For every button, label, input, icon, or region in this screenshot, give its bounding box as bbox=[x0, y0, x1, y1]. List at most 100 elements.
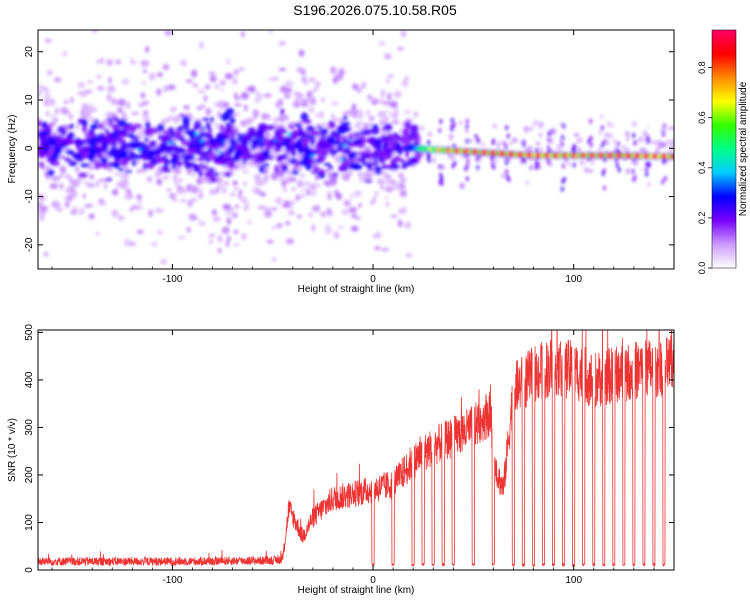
spectrogram-blob bbox=[535, 141, 541, 146]
spectrogram-blob bbox=[661, 131, 665, 137]
spectrogram-blob bbox=[359, 177, 364, 183]
spectrogram-blob bbox=[495, 159, 498, 164]
spectrogram-blob bbox=[357, 171, 363, 178]
spectrogram-blob bbox=[53, 159, 60, 167]
spectrogram-blob bbox=[273, 138, 278, 143]
spectrogram-blob bbox=[323, 141, 331, 150]
spectrogram-blob bbox=[157, 229, 163, 236]
spectrogram-blob bbox=[271, 226, 277, 230]
spectrogram-blob bbox=[604, 132, 610, 138]
spectrogram-blob bbox=[170, 106, 177, 112]
spectrogram-blob bbox=[440, 164, 444, 170]
spectrogram-blob bbox=[221, 140, 226, 145]
spectrogram-blob bbox=[409, 124, 419, 133]
spectrogram-blob bbox=[117, 107, 124, 114]
spectrogram-blob bbox=[121, 111, 127, 117]
spectrogram-blob bbox=[602, 139, 606, 145]
spectrogram-blob bbox=[398, 129, 403, 133]
spectrogram-blob bbox=[535, 147, 539, 153]
spectrogram-blob bbox=[546, 144, 550, 150]
spectrogram-blob bbox=[339, 157, 344, 162]
spectrogram-blob bbox=[68, 160, 78, 167]
spectrogram-blob bbox=[156, 88, 162, 96]
spectrogram-blob bbox=[209, 176, 218, 183]
spectrogram-blob bbox=[427, 153, 431, 159]
spectrogram-blob bbox=[215, 122, 220, 130]
spectrogram-blob bbox=[368, 136, 376, 145]
spectrogram-blob bbox=[310, 97, 317, 106]
spectrogram-blob bbox=[358, 203, 362, 208]
spectrogram-blob bbox=[217, 248, 222, 254]
spectrogram-blob bbox=[130, 136, 137, 140]
spectrogram-blob bbox=[390, 182, 400, 189]
spectrogram-blob bbox=[341, 135, 347, 141]
spectrogram-blob bbox=[342, 115, 348, 121]
spectrogram-x-tick-label: -100 bbox=[162, 274, 182, 285]
spectrogram-blob bbox=[397, 46, 405, 51]
spectrogram-blob bbox=[154, 208, 164, 213]
spectrogram-blob bbox=[368, 115, 375, 122]
spectrogram-blob bbox=[550, 127, 556, 135]
spectrogram-blob bbox=[98, 122, 104, 130]
spectrogram-blob bbox=[492, 138, 496, 144]
spectrogram-blob bbox=[299, 173, 306, 178]
spectrogram-blob bbox=[126, 150, 135, 154]
spectrogram-y-tick-label: 0 bbox=[24, 145, 35, 151]
spectrogram-blob bbox=[401, 80, 409, 88]
spectrogram-blob bbox=[233, 186, 239, 191]
spectrogram-blob bbox=[68, 185, 74, 189]
spectrogram-x-tick-label: 100 bbox=[565, 274, 582, 285]
spectrogram-blob bbox=[394, 112, 398, 120]
spectrogram-blob bbox=[295, 194, 300, 202]
spectrogram-blob bbox=[413, 111, 419, 118]
spectrogram-blob bbox=[315, 123, 320, 127]
spectrogram-blob bbox=[392, 163, 400, 170]
spectrogram-blob bbox=[254, 96, 261, 104]
spectrogram-blob bbox=[44, 38, 52, 44]
spectrogram-blob bbox=[217, 149, 222, 154]
spectrogram-blob bbox=[348, 206, 358, 213]
spectrogram-blob bbox=[93, 160, 101, 170]
spectrogram-blob bbox=[141, 81, 147, 85]
spectrogram-blob bbox=[620, 145, 627, 150]
spectrogram-blob bbox=[584, 167, 589, 174]
spectrogram-blob bbox=[364, 154, 370, 160]
spectrogram-blob bbox=[213, 146, 219, 151]
spectrogram-blob bbox=[244, 133, 250, 141]
spectrogram-blob bbox=[645, 142, 648, 146]
spectrogram-blob bbox=[405, 150, 410, 158]
spectrogram-blob bbox=[198, 192, 204, 200]
spectrogram-blob bbox=[382, 100, 391, 106]
spectrogram-blob bbox=[334, 140, 339, 145]
spectrogram-blob bbox=[631, 168, 635, 174]
spectrogram-blob bbox=[645, 167, 649, 173]
colorbar: 0.0 0.2 0.4 0.6 0.8 Normalized spectral ampl… bbox=[697, 29, 749, 274]
spectrogram-blob bbox=[47, 169, 55, 177]
spectrogram-blob bbox=[563, 158, 569, 163]
spectrogram-blob bbox=[180, 59, 188, 67]
spectrogram-blob bbox=[340, 160, 349, 168]
spectrogram-blob bbox=[427, 132, 433, 137]
spectrogram-blob bbox=[351, 103, 357, 112]
spectrogram-blob bbox=[121, 171, 130, 179]
spectrogram-blob bbox=[235, 204, 239, 209]
snr-x-tick-label: 100 bbox=[565, 575, 582, 586]
spectrogram-blob bbox=[362, 122, 367, 131]
spectrogram-blob bbox=[208, 167, 215, 173]
spectrogram-blob bbox=[117, 98, 126, 107]
spectrogram-blob bbox=[121, 78, 130, 85]
spectrogram-blob bbox=[393, 90, 402, 98]
spectrogram-blob bbox=[476, 138, 480, 144]
spectrogram-blob bbox=[480, 142, 486, 147]
spectrogram-blob bbox=[201, 126, 206, 131]
spectrogram-blob bbox=[560, 141, 564, 147]
spectrogram-blob bbox=[577, 146, 582, 153]
spectrogram-blob bbox=[318, 125, 323, 131]
spectrogram-blob bbox=[156, 178, 163, 186]
spectrogram-blob bbox=[390, 120, 400, 125]
spectrogram-blob bbox=[373, 158, 378, 167]
spectrogram-blob bbox=[42, 165, 51, 171]
spectrogram-blob bbox=[192, 164, 201, 173]
spectrogram-blob bbox=[533, 120, 539, 124]
